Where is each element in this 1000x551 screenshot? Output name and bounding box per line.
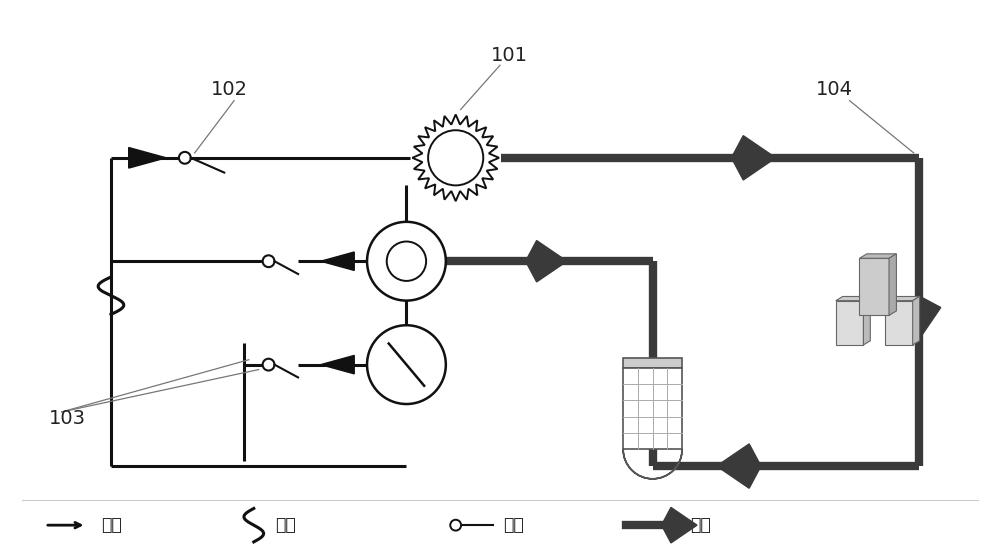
Polygon shape	[836, 296, 870, 301]
Polygon shape	[321, 355, 354, 374]
Circle shape	[179, 152, 191, 164]
Circle shape	[367, 325, 446, 404]
Bar	[623, 358, 682, 368]
Bar	[623, 368, 682, 449]
Polygon shape	[836, 301, 863, 345]
Polygon shape	[859, 254, 896, 258]
Polygon shape	[129, 148, 166, 168]
Text: 开关: 开关	[503, 516, 524, 534]
Text: 电流: 电流	[101, 516, 122, 534]
Polygon shape	[863, 296, 870, 345]
Circle shape	[263, 255, 274, 267]
Text: 冷流: 冷流	[690, 516, 711, 534]
Text: 102: 102	[211, 80, 248, 99]
Circle shape	[450, 520, 461, 531]
Wedge shape	[623, 449, 682, 479]
Polygon shape	[731, 136, 776, 180]
Text: 101: 101	[491, 46, 528, 65]
Text: 103: 103	[49, 409, 86, 428]
Polygon shape	[526, 241, 567, 282]
Polygon shape	[889, 254, 896, 315]
Polygon shape	[896, 296, 941, 340]
Circle shape	[387, 241, 426, 281]
Polygon shape	[885, 301, 913, 345]
Polygon shape	[859, 258, 889, 315]
Polygon shape	[913, 296, 920, 345]
Polygon shape	[412, 115, 499, 201]
Circle shape	[263, 359, 274, 370]
Polygon shape	[662, 507, 697, 543]
Circle shape	[428, 130, 483, 185]
Text: 104: 104	[816, 80, 853, 99]
Circle shape	[367, 222, 446, 301]
Text: 电源: 电源	[275, 516, 296, 534]
Polygon shape	[321, 252, 354, 271]
Polygon shape	[717, 444, 761, 488]
Polygon shape	[885, 296, 920, 301]
